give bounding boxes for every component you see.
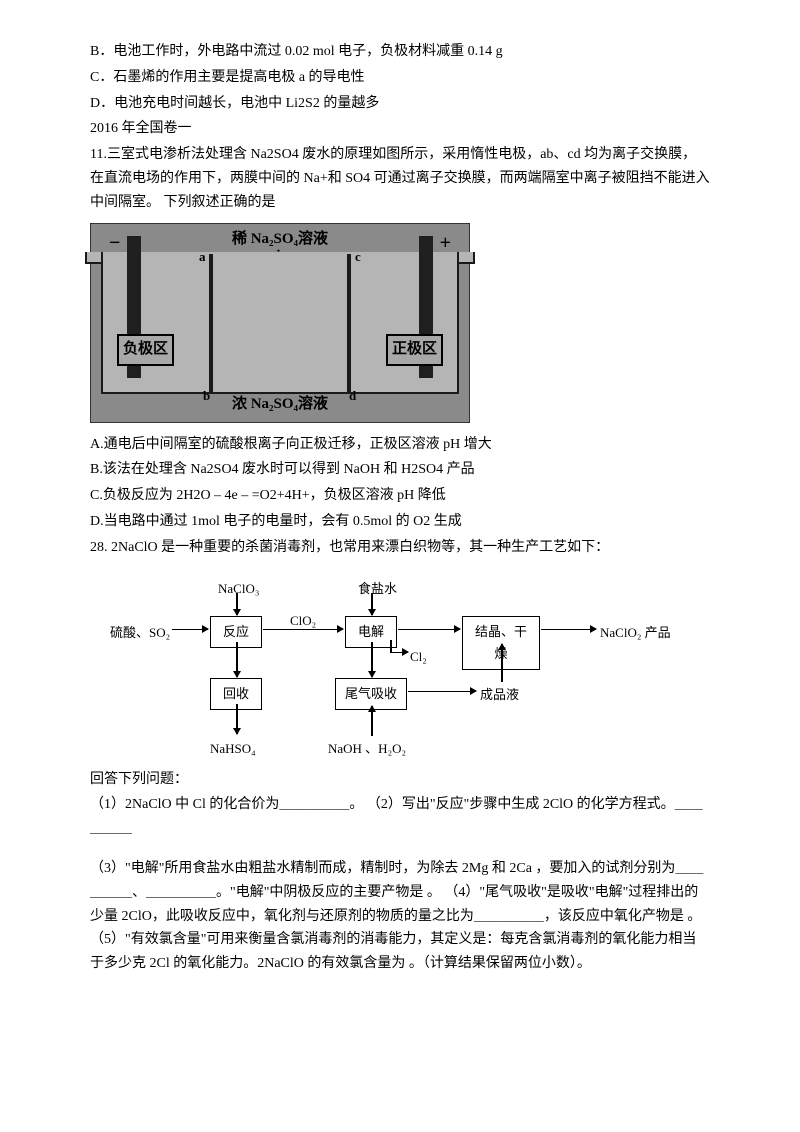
linev-cl2 <box>390 640 392 652</box>
arr-tail-chengpin <box>408 691 476 693</box>
lbl-naclo3: NaClO₃ <box>218 578 259 600</box>
lbl-cl2: Cl₂ <box>410 646 427 668</box>
label-c: c <box>355 246 361 268</box>
arr-so2-react <box>172 629 208 631</box>
lbl-product: NaClO₂ 产品 <box>600 622 671 644</box>
membrane-a <box>209 254 213 392</box>
q11-opt-a: A.通电后中间隔室的硫酸根离子向正极迁移，正极区溶液 pH 增大 <box>90 433 710 457</box>
electrodialysis-diagram: 稀 Na₂SO₄溶液 − + ↑ a c b d 负极区 正极区 浓 Na₂SO… <box>90 223 470 423</box>
option-d: D．电池充电时间越长，电池中 Li2S2 的量越多 <box>90 92 710 116</box>
lbl-chengpin: 成品液 <box>480 684 519 706</box>
arr-naoh-up <box>371 706 373 736</box>
arr-chengpin-up <box>501 644 503 682</box>
arr-elec-cryst <box>398 629 460 631</box>
arr-elec-tail <box>371 642 373 677</box>
blank-line <box>90 843 710 857</box>
lbl-so2: 硫酸、SO₂ <box>110 622 170 644</box>
tank-lip-right <box>457 252 475 264</box>
arr-naclo3-down <box>236 593 238 615</box>
q11-opt-c: C.负极反应为 2H2O – 4e – =O2+4H+，负极区溶液 pH 降低 <box>90 484 710 508</box>
lbl-brine: 食盐水 <box>358 578 397 600</box>
option-c: C．石墨烯的作用主要是提高电极 a 的导电性 <box>90 66 710 90</box>
q11-opt-d: D.当电路中通过 1mol 电子的电量时，会有 0.5mol 的 O2 生成 <box>90 510 710 534</box>
arr-recycle-nahso4 <box>236 704 238 734</box>
lbl-nahso4: NaHSO₄ <box>210 738 256 760</box>
q28-p1: （1）2NaClO 中 Cl 的化合价为＿＿＿＿＿。 （2）写出"反应"步骤中生… <box>90 793 710 841</box>
q28-p3: （3）"电解"所用食盐水由粗盐水精制而成，精制时，为除去 2Mg 和 2Ca ，… <box>90 857 710 976</box>
tank-body <box>101 252 459 394</box>
arr-cryst-prod <box>541 629 596 631</box>
d1-bottom-label: 浓 Na₂SO₄溶液 <box>91 392 469 418</box>
pos-region-label: 正极区 <box>386 334 443 366</box>
answer-head: 回答下列问题： <box>90 768 710 792</box>
arr-cl2-out <box>390 652 408 654</box>
membrane-c <box>347 254 351 392</box>
q28-stem: 28. 2NaClO 是一种重要的杀菌消毒剂，也常用来漂白织物等，其一种生产工艺… <box>90 536 710 560</box>
q11-stem: 11.三室式电渗析法处理含 Na2SO4 废水的原理如图所示，采用惰性电极，ab… <box>90 143 710 214</box>
option-b: B．电池工作时，外电路中流过 0.02 mol 电子，负极材料减重 0.14 g <box>90 40 710 64</box>
process-flowchart: NaClO₃ 食盐水 硫酸、SO₂ 反应 ClO₂ 电解 结晶、干燥 NaClO… <box>110 578 690 758</box>
arr-react-recycle <box>236 642 238 677</box>
arr-react-elec <box>263 629 343 631</box>
lbl-naoh: NaOH 、H₂O₂ <box>328 738 406 760</box>
arr-brine-down <box>371 593 373 615</box>
year-header: 2016 年全国卷一 <box>90 117 710 141</box>
q11-opt-b: B.该法在处理含 Na2SO4 废水时可以得到 NaOH 和 H2SO4 产品 <box>90 458 710 482</box>
label-a: a <box>199 246 206 268</box>
neg-region-label: 负极区 <box>117 334 174 366</box>
